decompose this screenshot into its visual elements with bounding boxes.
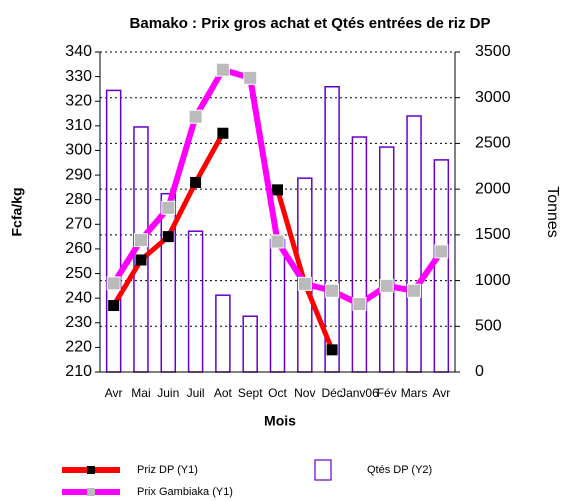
y-tick-label: 230 bbox=[65, 314, 92, 331]
bar bbox=[406, 115, 422, 373]
y-tick-label: 340 bbox=[65, 43, 92, 60]
y2-axis-label: Tonnes bbox=[544, 186, 561, 238]
y2-tick-label: 2000 bbox=[475, 180, 511, 197]
marker bbox=[325, 283, 340, 298]
marker bbox=[379, 278, 394, 293]
marker bbox=[215, 62, 230, 77]
x-axis-label: Mois bbox=[264, 413, 296, 429]
marker bbox=[407, 283, 422, 298]
marker bbox=[161, 200, 176, 215]
marker bbox=[108, 300, 120, 312]
legend-label: Qtés DP (Y2) bbox=[367, 464, 432, 476]
bar bbox=[433, 159, 450, 373]
y2-tick-label: 500 bbox=[475, 318, 502, 335]
y-tick-label: 240 bbox=[65, 289, 92, 306]
legend-marker bbox=[87, 466, 95, 474]
y-tick-label: 320 bbox=[65, 92, 92, 109]
x-tick-label: Fév bbox=[377, 386, 397, 400]
x-tick-label: Janv06 bbox=[340, 386, 379, 400]
y-tick-label: 280 bbox=[65, 191, 92, 208]
y-tick-label: 210 bbox=[65, 363, 92, 380]
y-tick-label: 290 bbox=[65, 166, 92, 183]
y-tick-label: 270 bbox=[65, 216, 92, 233]
marker bbox=[434, 244, 449, 259]
marker bbox=[217, 127, 229, 139]
y2-tick-label: 1500 bbox=[475, 226, 511, 243]
y-tick-label: 260 bbox=[65, 240, 92, 257]
x-tick-label: Nov bbox=[294, 386, 315, 400]
bar bbox=[160, 192, 177, 373]
y2-tick-label: 3500 bbox=[475, 43, 511, 60]
legend-label: Prix Gambiaka (Y1) bbox=[137, 486, 233, 498]
marker bbox=[190, 176, 202, 188]
bar bbox=[187, 230, 204, 373]
x-tick-label: Avr bbox=[432, 386, 450, 400]
x-tick-label: Oct bbox=[268, 386, 287, 400]
y-tick-label: 330 bbox=[65, 68, 92, 85]
marker bbox=[162, 231, 174, 243]
legend-label: Priz DP (Y1) bbox=[137, 464, 198, 476]
x-tick-label: Aot bbox=[214, 386, 233, 400]
marker bbox=[326, 344, 338, 356]
chart-title: Bamako : Prix gros achat et Qtés entrées… bbox=[130, 15, 491, 32]
bar bbox=[378, 146, 395, 373]
marker bbox=[243, 70, 258, 85]
x-tick-label: Avr bbox=[105, 386, 123, 400]
marker bbox=[106, 276, 121, 291]
marker bbox=[352, 297, 367, 312]
legend-swatch bbox=[314, 459, 332, 481]
legend-marker bbox=[87, 488, 95, 496]
x-tick-label: Juil bbox=[187, 386, 205, 400]
y-tick-label: 310 bbox=[65, 117, 92, 134]
bar bbox=[269, 238, 286, 373]
marker bbox=[272, 184, 283, 196]
y-tick-label: 300 bbox=[65, 142, 92, 159]
bar bbox=[242, 315, 258, 373]
y2-tick-label: 1000 bbox=[475, 272, 511, 289]
marker bbox=[188, 109, 203, 124]
y2-tick-label: 3000 bbox=[475, 89, 511, 106]
line bbox=[111, 132, 226, 307]
y-tick-label: 220 bbox=[65, 339, 92, 356]
x-tick-label: Sept bbox=[238, 386, 263, 400]
x-tick-label: Déc bbox=[321, 386, 342, 400]
y-axis-label: Fcfa/kg bbox=[9, 187, 25, 236]
marker bbox=[297, 276, 312, 291]
y2-tick-label: 0 bbox=[475, 363, 484, 380]
marker bbox=[135, 254, 147, 266]
bar bbox=[324, 85, 340, 373]
bar bbox=[351, 136, 368, 373]
x-tick-label: Mars bbox=[401, 386, 428, 400]
x-tick-label: Juin bbox=[157, 386, 179, 400]
bar bbox=[215, 294, 231, 373]
marker bbox=[133, 233, 148, 248]
bar bbox=[105, 89, 122, 373]
marker bbox=[270, 234, 285, 249]
x-tick-label: Mai bbox=[131, 386, 150, 400]
y2-tick-label: 2500 bbox=[475, 135, 511, 152]
y-tick-label: 250 bbox=[65, 265, 92, 282]
